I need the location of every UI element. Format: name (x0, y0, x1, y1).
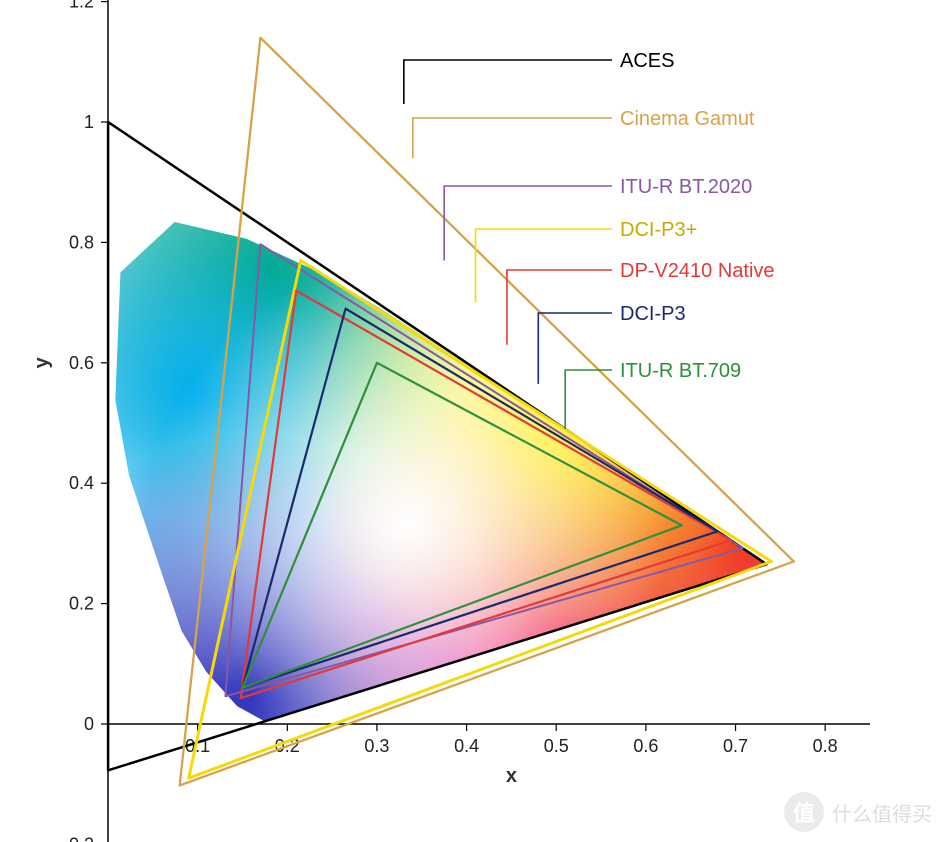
gamut-label-dcip3plus: DCI-P3+ (620, 219, 697, 241)
y-tick-label: 0.4 (69, 473, 94, 493)
gamut-label-aces: ACES (620, 50, 674, 72)
y-tick-label: 0.8 (69, 232, 94, 252)
y-tick-label: 0 (84, 714, 94, 734)
x-tick-label: 0.5 (544, 736, 569, 756)
gamut-label-native: DP-V2410 Native (620, 260, 775, 282)
x-tick-label: 0.6 (633, 736, 658, 756)
x-axis-label: x (506, 765, 517, 787)
y-tick-label: 1 (84, 112, 94, 132)
spectral-locus (0, 0, 946, 842)
leader-bt2020 (444, 186, 612, 260)
gamut-label-bt2020: ITU-R BT.2020 (620, 176, 752, 198)
leader-aces (404, 60, 612, 104)
x-tick-label: 0.4 (454, 736, 479, 756)
y-tick-label: 1.2 (69, 0, 94, 12)
y-tick-label: 0.2 (69, 594, 94, 614)
leader-cinema_gamut (413, 118, 612, 158)
x-tick-label: 0.7 (723, 736, 748, 756)
leader-bt709 (565, 370, 612, 429)
leader-dcip3plus (476, 229, 612, 303)
gamut-label-dcip3: DCI-P3 (620, 303, 686, 325)
y-axis-label: y (31, 356, 53, 368)
x-tick-label: 0.3 (364, 736, 389, 756)
leader-native (507, 270, 612, 345)
y-tick-label: -0.2 (63, 834, 94, 842)
watermark-badge-icon: 值 (784, 792, 824, 832)
x-tick-label: 0.8 (813, 736, 838, 756)
chromaticity-chart: 0.10.20.30.40.50.60.70.800.20.40.60.811.… (0, 0, 946, 842)
gamut-label-cinema_gamut: Cinema Gamut (620, 108, 755, 130)
watermark: 值 什么值得买 (784, 792, 932, 832)
watermark-text: 什么值得买 (832, 798, 932, 827)
y-tick-label: 0.6 (69, 353, 94, 373)
gamut-label-bt709: ITU-R BT.709 (620, 360, 741, 382)
